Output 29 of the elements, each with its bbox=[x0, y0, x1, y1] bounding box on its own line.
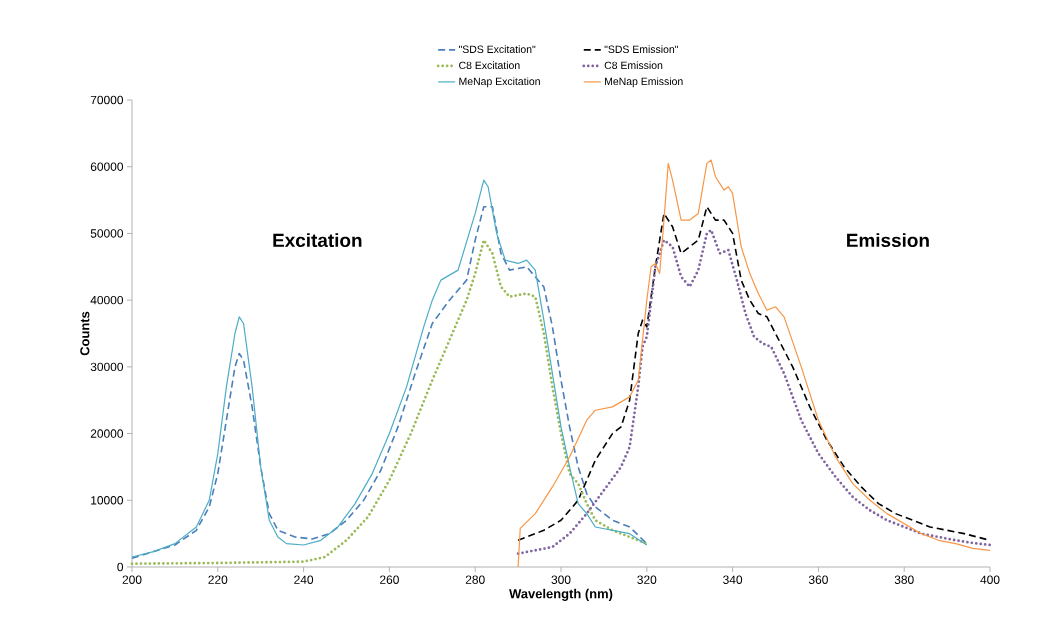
legend-label: MeNap Excitation bbox=[459, 77, 540, 88]
y-axis-title: Counts bbox=[80, 311, 90, 356]
y-tick-label: 10000 bbox=[91, 496, 124, 505]
legend-label: "SDS Excitation" bbox=[459, 45, 536, 53]
y-tick-label: 70000 bbox=[90, 95, 124, 105]
x-tick-label: 380 bbox=[894, 575, 914, 584]
x-tick-label: 260 bbox=[380, 575, 399, 584]
annotation: Emission bbox=[847, 233, 929, 248]
x-tick-label: 300 bbox=[551, 575, 571, 584]
x-axis-title: Wavelength (nm) bbox=[509, 588, 613, 601]
x-tick-label: 400 bbox=[980, 575, 1000, 584]
x-tick-label: 280 bbox=[465, 575, 485, 584]
legend-label: C8 Excitation bbox=[459, 61, 520, 70]
x-tick-label: 320 bbox=[637, 575, 657, 584]
x-tick-label: 220 bbox=[208, 575, 228, 584]
legend-label: C8 Emission bbox=[604, 61, 663, 70]
y-tick-label: 40000 bbox=[90, 295, 124, 305]
x-tick-label: 200 bbox=[122, 575, 142, 584]
y-tick-label: 20000 bbox=[90, 429, 124, 438]
x-tick-label: 240 bbox=[294, 575, 314, 584]
y-tick-label: 50000 bbox=[90, 229, 124, 238]
annotation: Excitation bbox=[273, 233, 362, 248]
y-tick-label: 60000 bbox=[90, 162, 124, 171]
y-tick-label: 30000 bbox=[90, 362, 124, 372]
legend-label: "SDS Emission" bbox=[604, 45, 678, 53]
x-tick-label: 360 bbox=[808, 575, 828, 584]
y-tick-label: 0 bbox=[117, 562, 124, 572]
legend-label: MeNap Emission bbox=[605, 77, 683, 88]
x-tick-label: 340 bbox=[723, 575, 743, 584]
